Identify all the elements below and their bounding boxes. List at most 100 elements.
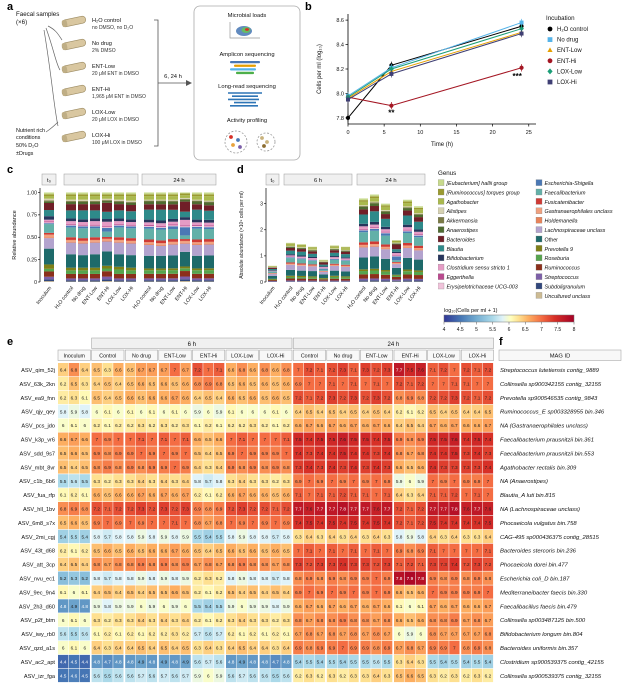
bar-segment [308, 251, 317, 254]
heatmap-cell-value: 6 [241, 409, 244, 414]
condition-header-box [360, 349, 394, 361]
heatmap-cell [281, 474, 292, 488]
heatmap-cell-value: 7.7 [474, 507, 481, 512]
heatmap-cell [348, 543, 359, 557]
bar-segment [102, 198, 112, 201]
bar-segment [319, 266, 328, 268]
heatmap-cell-value: 6.1 [71, 423, 78, 428]
heatmap-cell [192, 460, 203, 474]
bar-segment [90, 273, 100, 279]
heatmap-cell-value: 6.8 [485, 576, 492, 581]
y-tick-label: 2 [260, 228, 263, 234]
asv-row-label: ASV_nvu_ec1 [20, 577, 55, 583]
heatmap-cell-value: 7.8 [451, 507, 458, 512]
heatmap-cell [68, 571, 80, 585]
bar-segment [359, 206, 368, 207]
series-line [347, 31, 522, 99]
heatmap-cell [169, 585, 180, 599]
heatmap-cell-value: 7 [251, 437, 254, 442]
heatmap-cell [371, 627, 382, 641]
heatmap-cell-value: 6.3 [272, 646, 279, 651]
heatmap-cell-value: 6.3 [384, 673, 391, 678]
colorbar-label: log₁₀(Cells per ml + 1) [444, 308, 498, 314]
heatmap-cell [125, 418, 136, 432]
heatmap-cell [281, 432, 292, 446]
heatmap-cell-value: 7.1 [350, 548, 357, 553]
bar-segment [44, 224, 54, 233]
heatmap-cell-value: 7 [364, 548, 367, 553]
heatmap-cell-value: 6.2 [272, 618, 279, 623]
heatmap-cell [214, 557, 225, 571]
group-header-label: t₀ [270, 178, 275, 184]
heatmap-cell [348, 363, 359, 377]
heatmap-cell-value: 5.7 [161, 673, 168, 678]
heatmap-cell [427, 474, 438, 488]
heatmap-cell-value: 7.2 [194, 368, 201, 373]
legend-marker [547, 47, 553, 52]
heatmap-cell-value: 6.6 [396, 590, 403, 595]
bar-segment [370, 202, 379, 204]
heatmap-cell [125, 404, 136, 418]
heatmap-cell-value: 5.8 [396, 534, 403, 539]
heatmap-cell [382, 376, 393, 391]
bar-segment [286, 247, 295, 251]
legend-label: No drug [557, 38, 578, 44]
heatmap-cell [180, 432, 191, 446]
heatmap-cell [192, 641, 203, 655]
bar-segment [126, 211, 136, 220]
heatmap-cell-value: 7.2 [417, 382, 424, 387]
heatmap-cell [314, 376, 326, 391]
heatmap-cell [91, 390, 102, 405]
heatmap-cell [58, 668, 69, 683]
bar-segment [192, 209, 202, 220]
heatmap-cell [125, 557, 136, 571]
bar-segment [330, 281, 339, 282]
heatmap-cell-value: 6.5 [417, 673, 424, 678]
mag-id-item: NA (Anaerostipes) [500, 479, 548, 485]
heatmap-cell [203, 460, 214, 474]
heatmap-cell-value: 4.8 [115, 660, 122, 665]
heatmap-cell [404, 613, 416, 627]
bar-segment [330, 256, 339, 258]
bar-segment [403, 231, 412, 233]
heatmap-cell [102, 654, 113, 669]
mag-id-item: Phocaeicola dorei bin.477 [500, 563, 569, 569]
heatmap-cell [102, 668, 113, 683]
heatmap-cell-value: 7.1 [474, 493, 481, 498]
heatmap-cell [192, 474, 203, 488]
bar-segment [66, 196, 76, 200]
heatmap-cell [472, 390, 483, 405]
bar-segment [90, 237, 100, 240]
bar-segment [359, 200, 368, 202]
heatmap-cell-value: 6.1 [71, 548, 78, 553]
heatmap-cell [192, 585, 203, 599]
legend-swatch [438, 264, 445, 271]
heatmap-cell [236, 543, 248, 557]
heatmap-cell-value: 7.2 [306, 368, 313, 373]
heatmap-cell-value: 5.7 [205, 479, 212, 484]
heatmap-cell [203, 404, 214, 418]
heatmap-cell [314, 557, 326, 571]
bar-segment [414, 248, 423, 250]
bar-segment [102, 201, 112, 203]
heatmap-cell [326, 376, 338, 391]
heatmap-cell-value: 6.6 [295, 423, 302, 428]
heatmap-cell [482, 488, 494, 502]
heatmap-cell-value: 7 [285, 451, 288, 456]
bar-segment [44, 232, 54, 235]
heatmap-cell [91, 529, 102, 544]
heatmap-cell-value: 6.9 [182, 562, 189, 567]
heatmap-cell [472, 557, 483, 571]
heatmap-cell-value: 7 [173, 437, 176, 442]
heatmap-cell-value: 6.6 [60, 437, 67, 442]
heatmap-cell [415, 557, 426, 571]
heatmap-cell-value: 6.9 [440, 646, 447, 651]
bar-segment [286, 278, 295, 281]
heatmap-cell-value: 7.5 [295, 437, 302, 442]
heatmap-cell [102, 502, 113, 516]
mag-id-item: Faecalibacterium prausnitzii bin.361 [500, 438, 594, 444]
heatmap-cell-value: 5.6 [216, 660, 223, 665]
heatmap-cell-value: 6.9 [249, 451, 256, 456]
bar-segment [268, 278, 277, 280]
heatmap-cell-value: 6.5 [60, 465, 67, 470]
